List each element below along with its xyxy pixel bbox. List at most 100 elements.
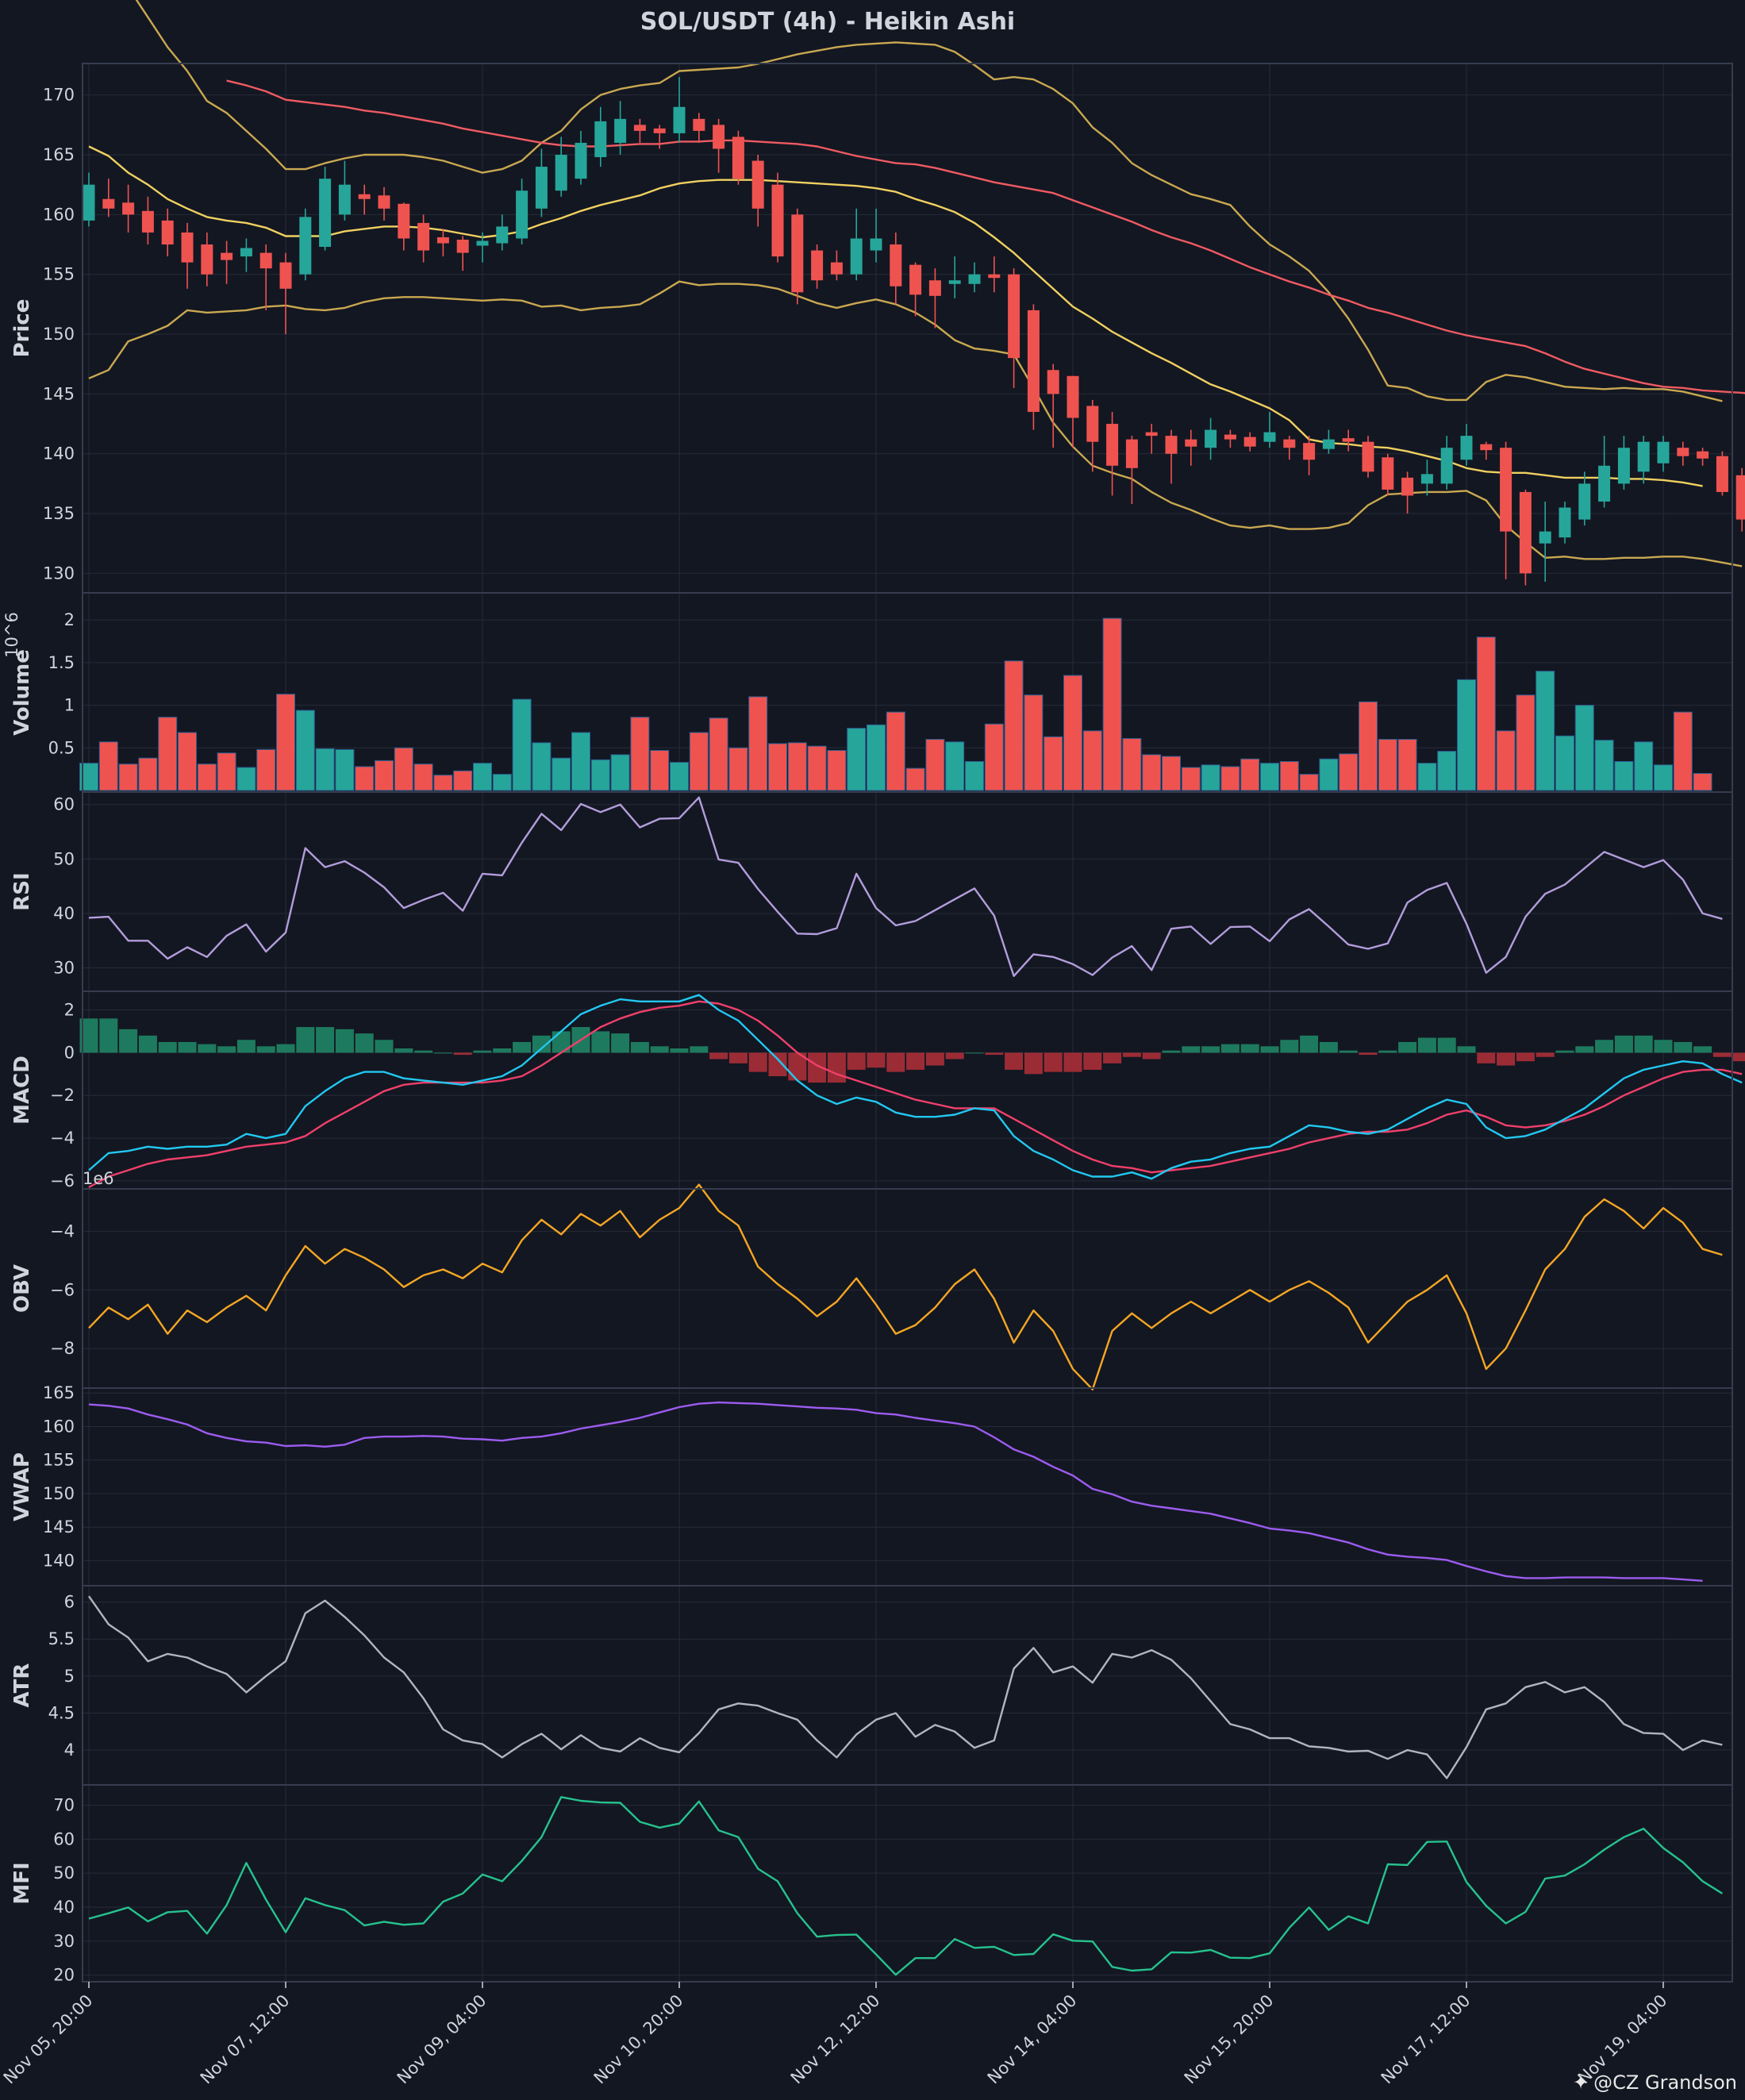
candle-body (1735, 475, 1745, 520)
candle-body (1086, 406, 1099, 442)
macd-histogram-bar (138, 1035, 157, 1053)
candle-body (870, 238, 882, 251)
obv-ytick-label: −6 (50, 1280, 75, 1299)
macd-histogram-bar (473, 1050, 492, 1053)
macd-histogram-bar (1516, 1052, 1535, 1062)
candle-body (161, 220, 174, 245)
candle-body (1008, 274, 1020, 359)
volume-bar (847, 728, 867, 791)
macd-histogram-bar (1201, 1046, 1220, 1053)
rsi-panel: 30 40 50 60 RSI (10, 791, 1733, 992)
macd-histogram-bar (532, 1035, 551, 1053)
atr-ylabel: ATR (10, 1663, 34, 1708)
atr-ytick-label: 6 (64, 1593, 75, 1612)
macd-histogram-bar (552, 1031, 571, 1053)
macd-histogram-bar (650, 1046, 669, 1053)
candle-body (1185, 439, 1197, 447)
volume-scale-label: 10^6 (2, 612, 21, 658)
vwap-ytick-label: 140 (43, 1551, 75, 1570)
candle-body (1697, 451, 1709, 459)
macd-histogram-bar (1575, 1046, 1594, 1053)
candle-body (378, 195, 390, 209)
volume-bar (1634, 741, 1654, 791)
candle-body (1067, 375, 1079, 418)
rsi-ytick-label: 60 (53, 795, 75, 814)
candle-body (928, 280, 941, 296)
volume-bar (965, 760, 984, 791)
bb-mid-line (88, 145, 1703, 487)
macd-histogram-bar (1634, 1035, 1653, 1053)
macd-histogram-bar (1024, 1052, 1043, 1075)
candle-body (1047, 370, 1059, 394)
price-ytick-label: 130 (43, 563, 75, 583)
obv-line (88, 1183, 1723, 1390)
rsi-ytick-label: 50 (53, 849, 75, 868)
macd-histogram-bar (1103, 1052, 1122, 1063)
macd-histogram-bar (768, 1052, 787, 1076)
macd-histogram-bar (709, 1052, 728, 1060)
macd-histogram-bar (1555, 1050, 1574, 1053)
macd-histogram-bar (217, 1046, 236, 1053)
candle-body (614, 118, 627, 143)
macd-histogram-bar (1595, 1040, 1614, 1053)
volume-bar (1240, 758, 1260, 791)
macd-histogram-bar (788, 1052, 807, 1081)
candle-body (1598, 465, 1611, 502)
mfi-ytick-label: 30 (53, 1932, 75, 1951)
volume-bar (1536, 671, 1555, 791)
rsi-ylabel: RSI (10, 872, 34, 910)
volume-bar (1082, 730, 1102, 791)
candle-body (1205, 429, 1217, 448)
volume-bar (492, 774, 512, 791)
volume-bar (1693, 773, 1712, 791)
atr-ytick-label: 4 (64, 1740, 75, 1760)
candle-body (1539, 531, 1551, 544)
obv-scale-label: 1e6 (83, 1169, 114, 1188)
volume-bar (295, 710, 315, 791)
candle-body (1657, 441, 1670, 463)
candle-body (299, 217, 312, 275)
volume-bar (1614, 760, 1634, 791)
macd-ytick-label: 2 (64, 1001, 75, 1020)
candle-body (909, 264, 922, 295)
candle-body (398, 203, 410, 239)
candle-body (1519, 491, 1532, 574)
candle-body (1578, 483, 1591, 520)
volume-bar (118, 763, 138, 791)
volume-bar (355, 766, 375, 791)
volume-bar (197, 763, 217, 791)
price-ytick-label: 170 (43, 86, 75, 105)
mfi-panel: 20 30 40 50 60 70 MFI (10, 1784, 1733, 1985)
rsi-ytick-label: 30 (53, 959, 75, 978)
mfi-ytick-label: 40 (53, 1898, 75, 1917)
candle-body (850, 238, 863, 275)
candle-body (1420, 474, 1433, 484)
candle-body (259, 252, 272, 269)
volume-bar (98, 741, 118, 791)
candle-body (279, 262, 292, 289)
macd-histogram-bar (1398, 1041, 1417, 1053)
volume-ylabel: Volume (10, 649, 34, 736)
candle-body (713, 125, 725, 149)
volume-bar (79, 763, 98, 791)
volume-bar (1279, 760, 1299, 791)
volume-bar (1457, 679, 1476, 791)
candle-body (1500, 448, 1512, 532)
obv-ytick-label: −8 (50, 1339, 75, 1358)
volume-bar (1024, 694, 1044, 791)
volume-bar (335, 748, 355, 791)
candle-body (633, 125, 646, 131)
macd-histogram-bar (728, 1052, 748, 1063)
atr-ytick-label: 4.5 (48, 1703, 75, 1722)
price-ylabel: Price (10, 299, 34, 358)
candle-body (141, 210, 154, 233)
price-ytick-label: 145 (43, 384, 75, 403)
candle-body (555, 155, 567, 191)
candle-body (1460, 436, 1473, 460)
vwap-ylabel: VWAP (10, 1452, 34, 1521)
candle-body (771, 184, 784, 257)
macd-histogram-bar (178, 1041, 197, 1053)
macd-histogram-bar (316, 1027, 335, 1053)
macd-histogram-bar (513, 1041, 532, 1053)
